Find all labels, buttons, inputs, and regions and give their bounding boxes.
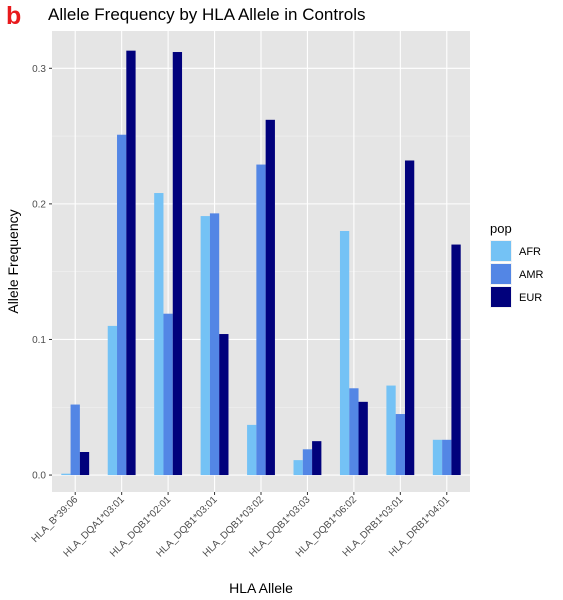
bar-amr-6 [349, 388, 359, 476]
panel-letter: b [6, 2, 22, 30]
y-tick-label: 0.0 [32, 471, 46, 482]
bar-afr-3 [200, 216, 210, 476]
bar-amr-2 [163, 313, 173, 476]
y-axis: 0.0 0.1 0.2 0.3 [32, 64, 52, 482]
bar-amr-8 [442, 439, 452, 476]
legend-label-eur: EUR [519, 292, 542, 304]
bar-afr-0 [61, 473, 71, 476]
bar-eur-0 [79, 452, 90, 476]
x-axis-title: HLA Allele [229, 580, 293, 596]
bar-amr-5 [302, 449, 313, 476]
bar-eur-8 [451, 244, 461, 476]
legend-title: pop [490, 221, 512, 236]
legend-label-afr: AFR [519, 246, 541, 258]
bar-eur-7 [404, 160, 415, 476]
legend-key-afr [491, 241, 511, 261]
bar-afr-7 [386, 385, 396, 476]
chart-title: Allele Frequency by HLA Allele in Contro… [48, 5, 366, 24]
bar-amr-7 [395, 414, 405, 476]
x-tick-label: HLA_B*39:06 [30, 494, 81, 545]
legend-label-amr: AMR [519, 269, 544, 281]
y-tick-label: 0.1 [32, 335, 46, 346]
bar-eur-2 [172, 52, 183, 476]
bar-amr-3 [209, 213, 220, 476]
bar-afr-8 [432, 439, 443, 476]
bar-afr-5 [293, 460, 303, 476]
x-axis: HLA_B*39:06HLA_DQA1*03:01HLA_DQB1*02:01H… [30, 492, 452, 560]
bar-eur-1 [126, 50, 136, 476]
bar-afr-4 [247, 424, 257, 476]
bar-eur-4 [265, 119, 275, 476]
y-tick-label: 0.3 [32, 64, 46, 75]
bar-afr-1 [107, 325, 118, 476]
bar-eur-6 [358, 401, 368, 476]
legend: pop AFR AMR EUR [490, 221, 544, 308]
bar-amr-0 [70, 404, 80, 476]
legend-key-eur [491, 287, 511, 307]
legend-key-amr [491, 264, 511, 284]
bar-eur-5 [312, 441, 322, 476]
bar-afr-6 [339, 230, 350, 476]
bars [61, 50, 461, 476]
y-axis-title: Allele Frequency [5, 209, 21, 313]
bar-eur-3 [219, 334, 229, 476]
bar-amr-4 [256, 164, 266, 476]
y-tick-label: 0.2 [32, 199, 46, 210]
bar-afr-2 [154, 193, 164, 476]
bar-amr-1 [117, 134, 127, 476]
